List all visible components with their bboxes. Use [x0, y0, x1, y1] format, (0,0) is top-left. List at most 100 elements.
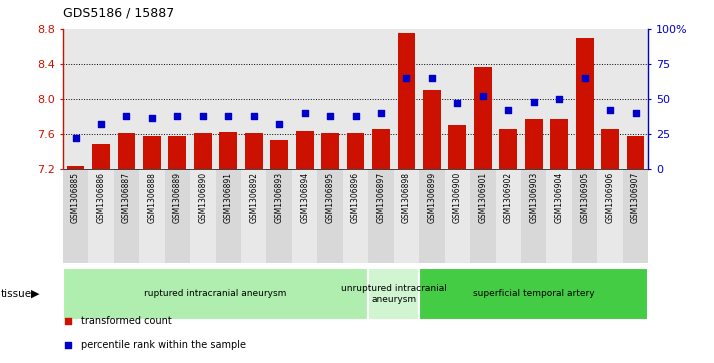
Bar: [423, 90, 441, 169]
Bar: [190, 169, 216, 263]
Point: [605, 107, 616, 113]
Bar: [445, 169, 470, 263]
Point: [477, 93, 488, 99]
Point: [503, 107, 514, 113]
Bar: [318, 169, 343, 263]
Bar: [598, 169, 623, 263]
Text: GSM1306891: GSM1306891: [223, 172, 233, 223]
Bar: [266, 169, 292, 263]
Bar: [448, 125, 466, 169]
Bar: [368, 268, 419, 320]
Text: GSM1306906: GSM1306906: [605, 172, 615, 223]
Bar: [521, 169, 546, 263]
Text: GSM1306899: GSM1306899: [428, 172, 436, 223]
Text: tissue: tissue: [1, 289, 32, 299]
Text: GSM1306896: GSM1306896: [351, 172, 360, 223]
Text: transformed count: transformed count: [81, 316, 171, 326]
Point: [95, 121, 106, 127]
Bar: [271, 140, 288, 169]
Text: GSM1306907: GSM1306907: [631, 172, 640, 223]
Point: [579, 75, 590, 81]
Text: GSM1306895: GSM1306895: [326, 172, 335, 223]
Text: unruptured intracranial
aneurysm: unruptured intracranial aneurysm: [341, 284, 447, 304]
Point: [528, 99, 540, 105]
Text: GSM1306892: GSM1306892: [249, 172, 258, 223]
Text: GSM1306886: GSM1306886: [96, 172, 106, 223]
Point: [553, 96, 565, 102]
Bar: [143, 136, 161, 169]
Point: [223, 113, 234, 119]
Bar: [393, 169, 419, 263]
Point: [401, 75, 412, 81]
Bar: [496, 169, 521, 263]
Bar: [245, 133, 263, 169]
Point: [146, 115, 158, 121]
Text: GSM1306898: GSM1306898: [402, 172, 411, 223]
Bar: [525, 119, 543, 169]
Text: GSM1306903: GSM1306903: [529, 172, 538, 223]
Point: [62, 318, 74, 323]
Text: GSM1306893: GSM1306893: [275, 172, 283, 223]
Point: [121, 113, 132, 119]
Bar: [92, 144, 110, 169]
Bar: [63, 268, 368, 320]
Text: GDS5186 / 15887: GDS5186 / 15887: [63, 7, 174, 20]
Text: GSM1306894: GSM1306894: [300, 172, 309, 223]
Bar: [219, 132, 237, 169]
Bar: [398, 33, 416, 169]
Text: GSM1306904: GSM1306904: [555, 172, 564, 223]
Bar: [419, 268, 648, 320]
Bar: [292, 169, 318, 263]
Point: [452, 100, 463, 106]
Bar: [296, 131, 313, 169]
Point: [426, 75, 438, 81]
Point: [376, 110, 387, 116]
Bar: [623, 169, 648, 263]
Point: [248, 113, 259, 119]
Text: GSM1306897: GSM1306897: [376, 172, 386, 223]
Point: [171, 113, 183, 119]
Bar: [601, 130, 619, 169]
Bar: [165, 169, 190, 263]
Point: [70, 135, 81, 141]
Bar: [419, 169, 445, 263]
Text: GSM1306901: GSM1306901: [478, 172, 488, 223]
Point: [324, 113, 336, 119]
Point: [62, 343, 74, 348]
Bar: [63, 169, 89, 263]
Bar: [474, 68, 492, 169]
Bar: [194, 133, 212, 169]
Point: [630, 110, 641, 116]
Text: GSM1306900: GSM1306900: [453, 172, 462, 223]
Text: GSM1306887: GSM1306887: [122, 172, 131, 223]
Text: superficial temporal artery: superficial temporal artery: [473, 289, 595, 298]
Bar: [216, 169, 241, 263]
Bar: [368, 169, 393, 263]
Point: [350, 113, 361, 119]
Bar: [347, 133, 364, 169]
Bar: [575, 38, 593, 169]
Text: ▶: ▶: [31, 289, 40, 299]
Text: ruptured intracranial aneurysm: ruptured intracranial aneurysm: [144, 289, 287, 298]
Bar: [89, 169, 114, 263]
Bar: [118, 133, 136, 169]
Bar: [372, 130, 390, 169]
Text: GSM1306885: GSM1306885: [71, 172, 80, 223]
Bar: [169, 136, 186, 169]
Bar: [572, 169, 598, 263]
Point: [299, 110, 311, 116]
Point: [197, 113, 208, 119]
Bar: [550, 119, 568, 169]
Bar: [546, 169, 572, 263]
Text: GSM1306905: GSM1306905: [580, 172, 589, 223]
Bar: [470, 169, 496, 263]
Text: percentile rank within the sample: percentile rank within the sample: [81, 340, 246, 350]
Bar: [114, 169, 139, 263]
Bar: [321, 133, 339, 169]
Bar: [343, 169, 368, 263]
Bar: [499, 130, 517, 169]
Text: GSM1306888: GSM1306888: [147, 172, 156, 223]
Text: GSM1306902: GSM1306902: [504, 172, 513, 223]
Bar: [139, 169, 165, 263]
Text: GSM1306890: GSM1306890: [198, 172, 207, 223]
